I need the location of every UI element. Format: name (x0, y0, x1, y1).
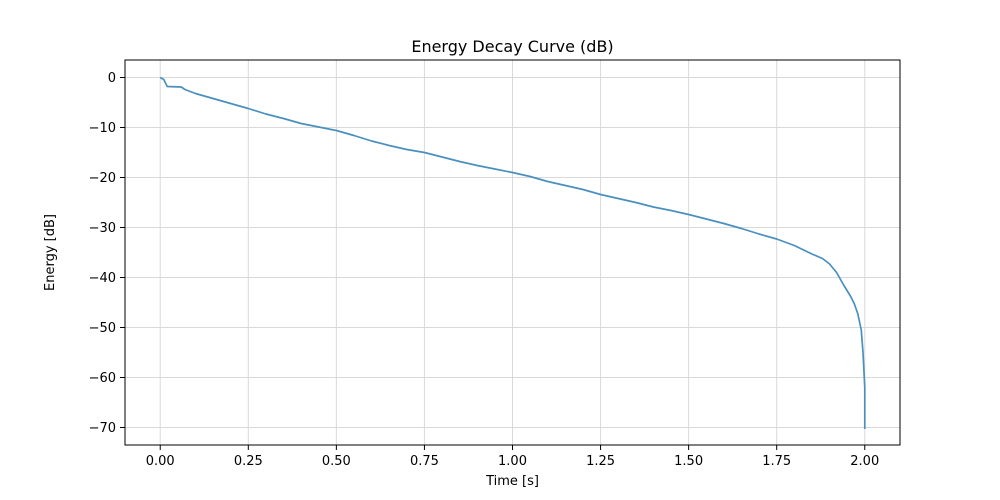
x-tick-label: 2.00 (850, 454, 879, 469)
y-tick-label: −70 (89, 421, 116, 436)
x-tick-label: 0.25 (234, 454, 263, 469)
y-tick-label: −60 (89, 371, 116, 386)
x-axis-ticks: 0.00 0.25 0.50 0.75 1.00 1.25 1.50 1.75 2.00 (146, 445, 879, 469)
y-axis-ticks: 0 −10 −20 −30 −40 −50 −60 −70 (89, 71, 125, 436)
y-axis-title: Energy [dB] (43, 214, 58, 291)
y-tick-label: −50 (89, 321, 116, 336)
series-layer (159, 76, 866, 429)
y-tick-label: −10 (89, 121, 116, 136)
y-tick-label: −40 (89, 271, 116, 286)
x-tick-label: 0.50 (322, 454, 351, 469)
y-tick-label: 0 (108, 71, 116, 86)
x-tick-label: 1.50 (674, 454, 703, 469)
energy-decay-line (159, 76, 866, 429)
x-tick-label: 1.25 (586, 454, 615, 469)
x-axis-title: Time [s] (485, 474, 539, 489)
x-tick-label: 0.75 (410, 454, 439, 469)
grid (125, 60, 900, 445)
chart-title: Energy Decay Curve (dB) (411, 37, 613, 56)
y-tick-label: −20 (89, 171, 116, 186)
x-tick-label: 0.00 (146, 454, 175, 469)
x-tick-label: 1.00 (498, 454, 527, 469)
x-tick-label: 1.75 (762, 454, 791, 469)
y-tick-label: −30 (89, 221, 116, 236)
